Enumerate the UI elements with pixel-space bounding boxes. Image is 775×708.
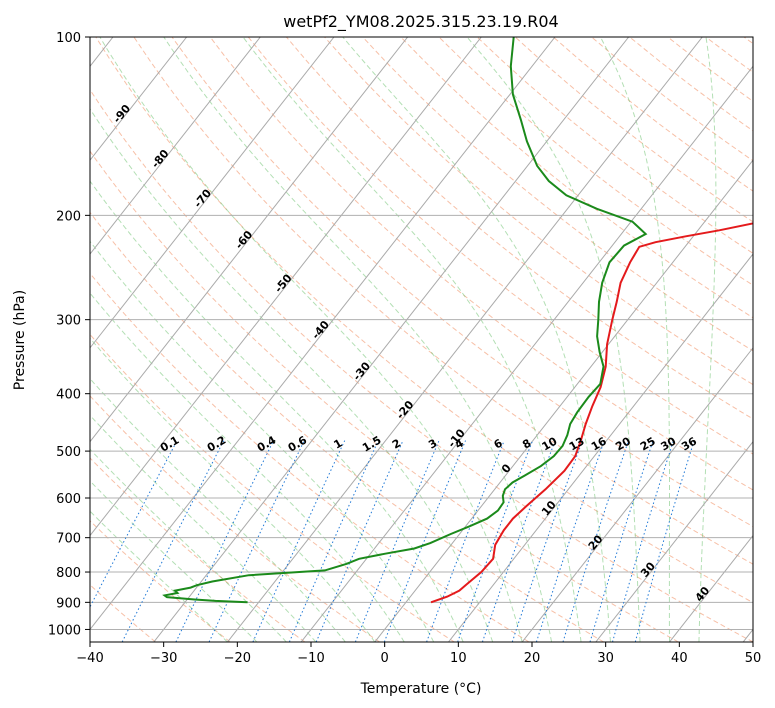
isotherm-line: [521, 347, 753, 642]
mixing-ratio-line: [121, 440, 225, 642]
isotherm-line: [669, 534, 753, 642]
temperature-profile: [430, 222, 753, 604]
isotherm-line: [90, 37, 482, 537]
dry-adiabat-line: [90, 395, 380, 642]
x-tick-label: 40: [671, 651, 688, 666]
y-tick-label: 300: [56, 314, 81, 329]
isotherm-line: [448, 253, 753, 642]
y-tick-label: 400: [56, 388, 81, 403]
mixing-ratio-line: [481, 440, 556, 642]
dry-adiabat-line: [324, 37, 753, 386]
isotherm-line: [300, 65, 753, 642]
isotherm-line: [227, 37, 703, 642]
moist-adiabat-line: [99, 37, 523, 642]
x-tick-label: −30: [150, 651, 177, 666]
moist-adiabat-line: [342, 37, 611, 642]
mixing-ratio-line: [315, 440, 404, 642]
mixing-ratio-line: [612, 440, 674, 642]
dry-adiabat-line: [171, 37, 753, 528]
y-axis-label: Pressure (hPa): [12, 290, 28, 390]
y-tick-label: 700: [56, 532, 81, 547]
moist-adiabat-line: [90, 240, 435, 642]
plot-frame: [89, 36, 754, 643]
dry-adiabat-line: [95, 37, 753, 604]
mixing-ratio-lines: [90, 440, 695, 642]
isotherm-line: [595, 440, 753, 642]
dry-adiabat-line: [90, 520, 231, 642]
dry-adiabat-line: [90, 150, 679, 642]
dry-adiabat-line: [90, 333, 455, 642]
y-tick-label: 1000: [48, 623, 81, 638]
isotherm-line: [90, 37, 556, 631]
y-tick-label: 600: [56, 492, 81, 507]
dry-adiabat-line: [438, 37, 753, 286]
mixing-ratio-line: [634, 440, 695, 642]
y-tick-label: 800: [56, 566, 81, 581]
moist-adiabat-line: [466, 37, 641, 642]
dry-adiabat-line: [362, 37, 753, 352]
y-axis-ticks: 100 200 300 400 500 600 700 800 900 1000: [48, 31, 90, 638]
dewpoint-profile: [162, 37, 648, 604]
mixing-ratio-line: [562, 440, 630, 642]
moist-adiabat-line: [90, 448, 287, 642]
chart-title: wetPf2_YM08.2025.315.23.19.R04: [283, 12, 558, 32]
y-tick-label: 100: [56, 31, 81, 46]
y-tick-label: 500: [56, 445, 81, 460]
dry-adiabat-line: [90, 584, 156, 642]
moist-adiabat-line: [599, 37, 670, 642]
x-tick-label: 0: [381, 651, 389, 666]
y-tick-label: 200: [56, 209, 81, 224]
isotherms: [90, 37, 753, 642]
isotherm-line: [90, 37, 261, 255]
moist-adiabat-line: [90, 414, 317, 642]
x-axis-ticks: −40 −30 −20 −10 0 10 20 30 40 50: [76, 642, 761, 666]
isotherm-line: [90, 37, 409, 443]
moist-adiabat-line: [242, 37, 582, 642]
x-tick-label: −10: [297, 651, 324, 666]
isotherm-line: [90, 37, 188, 161]
mixing-ratio-line: [252, 440, 346, 642]
mixing-ratio-line: [288, 440, 379, 642]
dry-adiabat-line: [209, 37, 753, 491]
dry-adiabat-line: [133, 37, 753, 565]
mixing-ratio-line: [175, 440, 275, 642]
x-tick-label: 20: [524, 651, 541, 666]
pressure-gridlines: [90, 37, 753, 630]
dry-adiabat-line: [90, 211, 604, 642]
y-tick-label: 900: [56, 596, 81, 611]
moist-adiabat-line: [698, 37, 717, 642]
x-tick-label: −40: [76, 651, 103, 666]
x-axis-label: Temperature (°C): [360, 681, 482, 697]
x-tick-label: 50: [745, 651, 762, 666]
isotherm-line: [90, 37, 335, 349]
isotherm-line: [153, 37, 630, 642]
mixing-ratio-line: [457, 440, 534, 642]
moist-adiabat-line: [90, 337, 376, 642]
moist-adiabat-line: [90, 180, 464, 642]
x-tick-label: 10: [450, 651, 467, 666]
isotherm-line: [374, 159, 753, 642]
x-tick-label: 30: [597, 651, 614, 666]
mixing-ratio-line: [589, 440, 654, 642]
dry-adiabat-line: [90, 457, 306, 642]
profile-series: [162, 37, 753, 604]
x-tick-label: −20: [224, 651, 251, 666]
